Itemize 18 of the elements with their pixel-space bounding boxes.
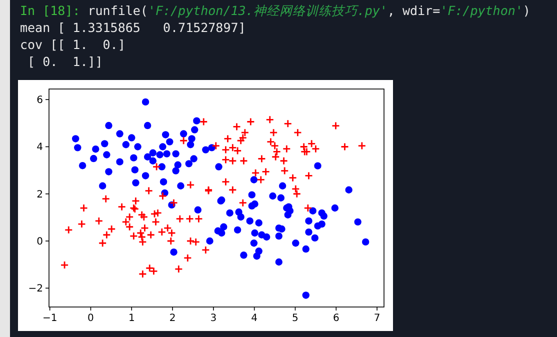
y-tick-label: 2 — [36, 189, 43, 200]
x-tick-label: 3 — [210, 313, 217, 324]
x-tick-label: 4 — [251, 313, 258, 324]
x-tick-label: 1 — [128, 313, 135, 324]
y-tick-label: 0 — [36, 236, 43, 248]
y-tick-label: −2 — [28, 284, 43, 295]
text: mean [ 1.3315865 0.71527897] — [20, 20, 246, 35]
text: In [18]: runfile('F:/python/13.神经网络训练技巧.py', wdir='F:/python') — [20, 3, 530, 18]
x-tick-label: −1 — [42, 313, 58, 324]
x-tick-label: 6 — [332, 313, 340, 324]
x-tick-label: 5 — [292, 313, 298, 324]
text: cov [[ 1. 0.] — [20, 37, 126, 52]
y-tick-label: 6 — [36, 95, 43, 106]
text: [ 0. 1.]] — [20, 54, 103, 69]
x-tick-label: 0 — [88, 313, 94, 324]
x-tick-label: 2 — [169, 313, 176, 324]
x-tick-label: 7 — [374, 313, 380, 324]
y-tick-label: 4 — [36, 142, 43, 154]
